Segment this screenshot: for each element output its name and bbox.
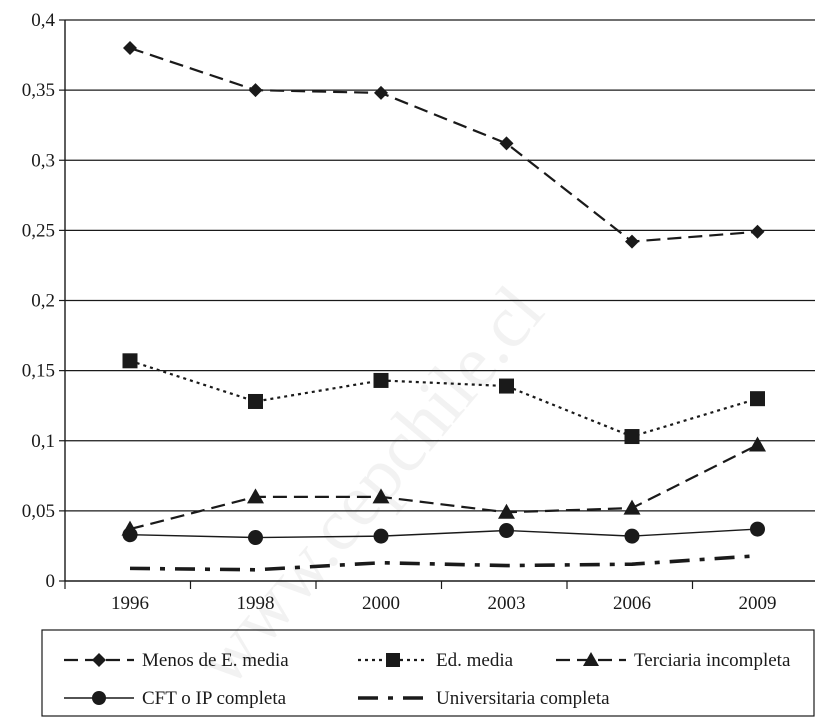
series-line: [129, 553, 758, 572]
data-point: [373, 528, 389, 544]
data-point: [248, 83, 263, 98]
data-point: [499, 378, 514, 394]
grid-lines: [65, 19, 815, 512]
series-layer: [121, 41, 766, 572]
data-point: [750, 391, 765, 407]
legend-label: Universitaria completa: [436, 688, 610, 709]
legend-entry-1: Menos de E. media: [64, 650, 289, 671]
data-point: [750, 521, 765, 537]
data-point: [625, 234, 639, 249]
x-tick-label: 2009: [739, 593, 777, 614]
legend-label: Menos de E. media: [142, 650, 289, 671]
data-point: [122, 527, 138, 543]
series-line: [129, 528, 758, 539]
y-tick-label: 0: [46, 571, 56, 592]
series-line: [129, 359, 758, 438]
legend-entry-5: Universitaria completa: [358, 688, 610, 709]
data-point: [374, 85, 388, 100]
legend-entry-3: Terciaria incompleta: [556, 650, 791, 671]
legend-label: CFT o IP completa: [142, 688, 287, 709]
data-point: [499, 523, 514, 539]
series-line: [129, 443, 758, 531]
legend-marker: [92, 691, 106, 705]
legend-marker: [386, 653, 400, 667]
x-tick-label: 2003: [488, 593, 526, 614]
y-tick-label: 0,05: [22, 501, 55, 522]
legend-label: Terciaria incompleta: [634, 650, 791, 671]
y-tick-label: 0,35: [22, 80, 55, 101]
y-axis-ticks: 0 0,05 0,1 0,15 0,2 0,25 0,3 0,35 0,4: [22, 10, 65, 592]
series-4: [122, 521, 765, 546]
y-tick-label: 0,15: [22, 361, 55, 382]
data-point: [122, 353, 138, 369]
x-axis-ticks: 1996 1998 2000 2003 2006 2009: [64, 581, 777, 614]
y-tick-label: 0,4: [31, 10, 55, 31]
data-point: [498, 503, 515, 519]
legend-entry-4: CFT o IP completa: [64, 688, 287, 709]
data-point: [624, 429, 640, 445]
x-tick-label: 2000: [362, 593, 400, 614]
series-5: [129, 553, 758, 572]
y-tick-label: 0,3: [31, 150, 55, 171]
data-point: [623, 499, 641, 515]
data-point: [248, 393, 263, 409]
series-2: [122, 353, 765, 445]
data-point: [247, 488, 264, 504]
data-point: [624, 528, 640, 544]
legend-box: [41, 629, 815, 717]
series-line: [129, 47, 758, 243]
legend-entry-2: Ed. media: [358, 650, 514, 671]
data-point: [499, 136, 514, 151]
x-tick-label: 1996: [111, 593, 149, 614]
data-point: [123, 41, 137, 56]
x-tick-label: 2006: [613, 593, 651, 614]
series-1: [123, 41, 765, 249]
data-point: [749, 436, 766, 452]
data-point: [248, 530, 263, 546]
legend: Menos de E. media Ed. media Terciaria inco…: [41, 629, 815, 717]
data-point: [750, 224, 765, 239]
y-tick-label: 0,1: [31, 431, 55, 452]
legend-label: Ed. media: [436, 650, 514, 671]
data-point: [373, 372, 389, 388]
watermark: www.cepchile.cl: [180, 271, 559, 701]
y-tick-label: 0,25: [22, 220, 55, 241]
data-point: [372, 488, 390, 504]
legend-marker: [583, 652, 599, 666]
y-tick-label: 0,2: [31, 291, 55, 312]
x-tick-label: 1998: [237, 593, 275, 614]
legend-marker: [92, 653, 106, 667]
